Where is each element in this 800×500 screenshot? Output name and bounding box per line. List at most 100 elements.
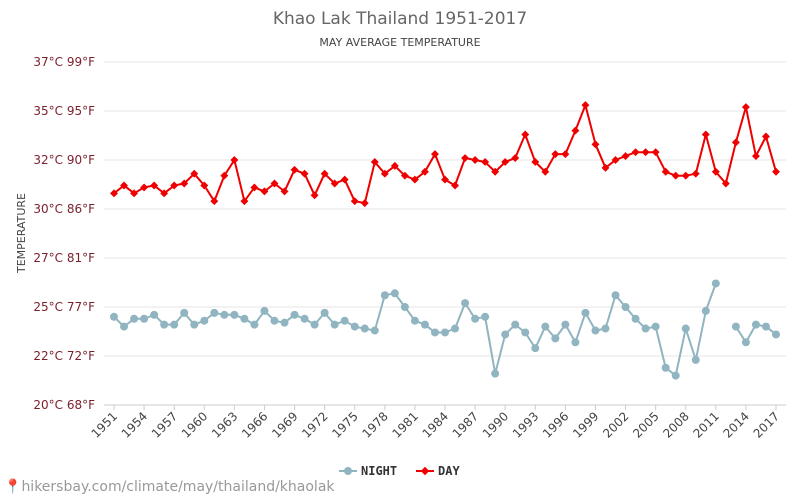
night-point[interactable] xyxy=(491,369,500,378)
night-point[interactable] xyxy=(501,330,510,339)
day-point[interactable] xyxy=(320,169,329,178)
day-point[interactable] xyxy=(160,189,169,198)
day-point[interactable] xyxy=(751,152,760,161)
night-point[interactable] xyxy=(751,320,760,329)
day-point[interactable] xyxy=(180,179,189,188)
night-point[interactable] xyxy=(380,291,389,300)
day-point[interactable] xyxy=(170,181,179,190)
day-point[interactable] xyxy=(140,183,149,192)
night-point[interactable] xyxy=(531,344,540,353)
day-point[interactable] xyxy=(410,175,419,184)
night-point[interactable] xyxy=(310,320,319,329)
night-point[interactable] xyxy=(561,320,570,329)
day-point[interactable] xyxy=(310,191,319,200)
night-point[interactable] xyxy=(230,310,239,319)
day-point[interactable] xyxy=(441,175,449,184)
night-point[interactable] xyxy=(290,310,299,319)
day-point[interactable] xyxy=(481,158,490,166)
day-point[interactable] xyxy=(581,101,590,110)
night-point[interactable] xyxy=(631,314,640,323)
day-point[interactable] xyxy=(631,148,640,157)
night-point[interactable] xyxy=(772,330,780,339)
night-point[interactable] xyxy=(761,322,770,331)
night-point[interactable] xyxy=(370,326,379,335)
night-point[interactable] xyxy=(701,306,710,315)
day-point[interactable] xyxy=(721,179,730,188)
day-point[interactable] xyxy=(250,183,259,192)
day-point[interactable] xyxy=(110,189,118,198)
day-point[interactable] xyxy=(370,158,379,166)
night-point[interactable] xyxy=(410,316,419,325)
day-point[interactable] xyxy=(431,150,439,159)
night-point[interactable] xyxy=(260,306,269,315)
day-point[interactable] xyxy=(420,167,429,176)
day-point[interactable] xyxy=(762,132,770,141)
day-point[interactable] xyxy=(661,167,670,176)
day-point[interactable] xyxy=(240,197,249,206)
day-point[interactable] xyxy=(280,187,289,196)
night-point[interactable] xyxy=(280,318,289,327)
day-point[interactable] xyxy=(731,138,740,147)
night-point[interactable] xyxy=(110,312,118,321)
night-point[interactable] xyxy=(360,324,369,333)
day-point[interactable] xyxy=(772,167,780,176)
day-point[interactable] xyxy=(230,156,239,164)
day-point[interactable] xyxy=(671,171,680,180)
day-point[interactable] xyxy=(290,165,299,174)
night-point[interactable] xyxy=(340,316,349,325)
day-point[interactable] xyxy=(471,156,480,164)
day-point[interactable] xyxy=(451,181,459,190)
day-point[interactable] xyxy=(340,175,349,184)
day-point[interactable] xyxy=(531,158,540,166)
night-point[interactable] xyxy=(150,310,159,319)
day-point[interactable] xyxy=(461,154,470,162)
night-point[interactable] xyxy=(140,314,149,323)
night-point[interactable] xyxy=(200,316,209,325)
night-point[interactable] xyxy=(681,324,690,333)
night-point[interactable] xyxy=(420,320,429,329)
night-point[interactable] xyxy=(591,326,600,335)
day-point[interactable] xyxy=(571,126,580,135)
night-point[interactable] xyxy=(250,320,259,329)
night-point[interactable] xyxy=(691,355,700,364)
day-point[interactable] xyxy=(651,148,660,157)
night-point[interactable] xyxy=(400,303,409,311)
night-point[interactable] xyxy=(661,363,670,372)
night-point[interactable] xyxy=(611,291,620,300)
day-point[interactable] xyxy=(701,130,710,139)
watermark[interactable]: 📍hikersbay.com/climate/may/thailand/khao… xyxy=(4,479,335,495)
night-point[interactable] xyxy=(601,324,610,333)
day-point[interactable] xyxy=(621,152,630,161)
night-point[interactable] xyxy=(521,328,530,337)
legend-item-day[interactable]: DAY xyxy=(416,464,460,478)
night-point[interactable] xyxy=(390,289,399,298)
day-point[interactable] xyxy=(190,169,199,178)
night-point[interactable] xyxy=(541,322,550,331)
day-point[interactable] xyxy=(260,187,269,196)
night-point[interactable] xyxy=(551,334,560,343)
day-point[interactable] xyxy=(350,197,359,206)
day-point[interactable] xyxy=(150,181,159,190)
night-point[interactable] xyxy=(300,314,309,323)
night-point[interactable] xyxy=(711,279,720,288)
day-point[interactable] xyxy=(601,163,610,172)
night-point[interactable] xyxy=(240,314,249,323)
day-point[interactable] xyxy=(551,150,560,159)
night-point[interactable] xyxy=(180,308,189,317)
night-point[interactable] xyxy=(430,328,439,337)
day-point[interactable] xyxy=(681,171,690,180)
day-point[interactable] xyxy=(511,154,520,162)
day-point[interactable] xyxy=(691,169,700,178)
day-point[interactable] xyxy=(270,179,279,188)
night-point[interactable] xyxy=(641,324,650,333)
night-point[interactable] xyxy=(571,338,580,347)
day-point[interactable] xyxy=(591,140,600,149)
day-point[interactable] xyxy=(380,169,389,178)
day-point[interactable] xyxy=(200,181,209,190)
day-point[interactable] xyxy=(390,161,399,170)
night-point[interactable] xyxy=(350,322,359,331)
day-point[interactable] xyxy=(501,158,510,166)
day-point[interactable] xyxy=(210,197,219,206)
night-point[interactable] xyxy=(451,324,460,333)
day-point[interactable] xyxy=(360,199,369,208)
